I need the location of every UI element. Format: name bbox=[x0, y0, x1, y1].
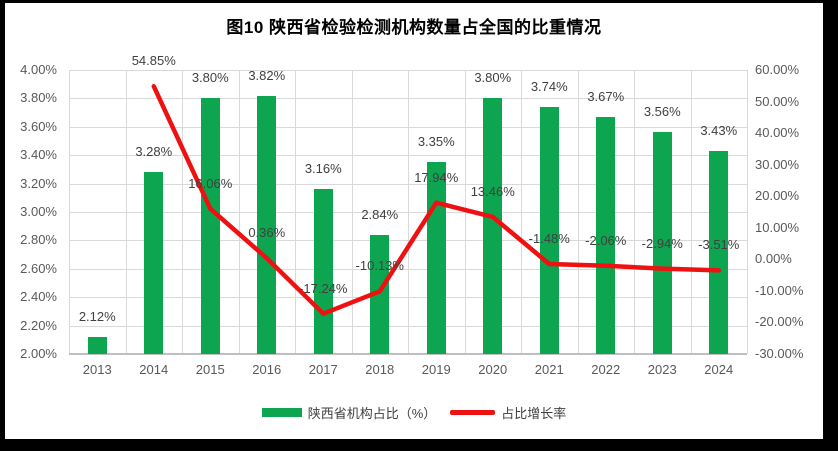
vertical-gridline bbox=[747, 70, 748, 354]
line-value-label: 13.46% bbox=[470, 183, 515, 199]
right-axis-tick: -20.00% bbox=[755, 314, 804, 330]
bar-value-label: 3.16% bbox=[304, 161, 342, 177]
legend: 陕西省机构占比（%） 占比增长率 bbox=[5, 401, 823, 423]
bar bbox=[200, 98, 220, 354]
line-value-label: -17.24% bbox=[299, 280, 348, 296]
bar bbox=[709, 150, 729, 354]
legend-bar-swatch bbox=[261, 407, 302, 417]
bar bbox=[144, 172, 164, 354]
right-axis-tick: 10.00% bbox=[755, 219, 800, 235]
bar-value-label: 3.56% bbox=[643, 104, 681, 120]
legend-label: 占比增长率 bbox=[501, 405, 567, 421]
x-axis-label: 2021 bbox=[534, 362, 564, 377]
x-axis-label: 2016 bbox=[252, 362, 282, 377]
bar-value-label: 2.12% bbox=[78, 308, 116, 324]
bar bbox=[483, 98, 503, 354]
x-axis-label: 2013 bbox=[82, 362, 112, 377]
left-axis-tick: 3.80% bbox=[20, 90, 57, 106]
horizontal-gridline bbox=[69, 126, 747, 128]
right-axis-tick: -30.00% bbox=[755, 346, 804, 361]
x-axis-label: 2023 bbox=[647, 362, 677, 377]
bar-value-label: 3.80% bbox=[191, 70, 229, 86]
left-axis-tick: 4.00% bbox=[20, 62, 57, 77]
legend-item-line: 占比增长率 bbox=[450, 403, 566, 422]
right-axis-tick: 60.00% bbox=[755, 62, 800, 77]
right-axis-tick: -10.00% bbox=[755, 282, 804, 298]
chart-title: 图10 陕西省检验检测机构数量占全国的比重情况 bbox=[226, 18, 602, 37]
x-axis-label: 2022 bbox=[591, 362, 621, 377]
legend-line-swatch bbox=[450, 409, 496, 415]
line-value-label: 16.06% bbox=[188, 175, 233, 191]
bar-value-label: 3.80% bbox=[474, 70, 512, 86]
legend-item-bar: 陕西省机构占比（%） bbox=[261, 403, 437, 422]
bar-value-label: 3.43% bbox=[700, 122, 738, 138]
x-axis-label: 2020 bbox=[478, 362, 508, 377]
line-value-label: -1.48% bbox=[528, 231, 570, 246]
horizontal-gridline bbox=[69, 70, 747, 71]
x-axis-line bbox=[69, 353, 747, 355]
right-axis-tick: 50.00% bbox=[755, 93, 800, 109]
right-axis-tick: 30.00% bbox=[755, 156, 800, 172]
left-axis-tick: 2.60% bbox=[20, 260, 57, 276]
line-value-label: -3.51% bbox=[698, 237, 740, 253]
left-axis-tick: 3.60% bbox=[20, 118, 57, 134]
line-value-label: -10.13% bbox=[355, 258, 404, 274]
line-value-label: -2.06% bbox=[585, 232, 627, 248]
line-value-label: 54.85% bbox=[131, 53, 176, 69]
x-axis-label: 2018 bbox=[365, 362, 395, 377]
left-axis-tick: 2.20% bbox=[20, 317, 57, 333]
line-value-label: 0.36% bbox=[248, 225, 286, 241]
bar-value-label: 2.84% bbox=[361, 206, 399, 222]
bar bbox=[313, 189, 333, 354]
left-axis-tick: 3.00% bbox=[20, 204, 57, 219]
right-axis-tick: 20.00% bbox=[755, 188, 800, 204]
x-axis-label: 2015 bbox=[195, 362, 225, 377]
bar-value-label: 3.35% bbox=[417, 134, 455, 150]
chart-panel: 图10 陕西省检验检测机构数量占全国的比重情况 陕西省机构占比（%） 占比增长率 … bbox=[5, 3, 823, 439]
horizontal-gridline bbox=[69, 98, 747, 100]
line-value-label: -2.94% bbox=[641, 235, 683, 251]
bar bbox=[426, 162, 446, 354]
x-axis-label: 2014 bbox=[139, 362, 169, 377]
left-axis-tick: 3.40% bbox=[20, 147, 57, 163]
x-axis-label: 2019 bbox=[421, 362, 451, 377]
right-axis-tick: 0.00% bbox=[755, 251, 792, 267]
bar-value-label: 3.28% bbox=[135, 144, 173, 160]
bar bbox=[87, 336, 107, 354]
line-value-label: 17.94% bbox=[414, 169, 459, 185]
left-axis-tick: 2.40% bbox=[20, 289, 57, 305]
bar bbox=[370, 234, 390, 354]
left-axis-tick: 2.00% bbox=[20, 346, 57, 361]
right-axis-tick: 40.00% bbox=[755, 125, 800, 141]
horizontal-gridline bbox=[69, 212, 747, 213]
horizontal-gridline bbox=[69, 183, 747, 185]
left-axis-tick: 3.20% bbox=[20, 175, 57, 191]
horizontal-gridline bbox=[69, 325, 747, 327]
bar-value-label: 3.67% bbox=[587, 88, 625, 104]
x-axis-label: 2017 bbox=[308, 362, 338, 377]
horizontal-gridline bbox=[69, 297, 747, 299]
bar-value-label: 3.82% bbox=[248, 67, 286, 83]
legend-label: 陕西省机构占比（%） bbox=[307, 405, 437, 421]
x-axis-label: 2024 bbox=[704, 362, 734, 377]
horizontal-gridline bbox=[69, 268, 747, 270]
bar-value-label: 3.74% bbox=[530, 78, 568, 94]
left-axis-tick: 2.80% bbox=[20, 232, 57, 248]
